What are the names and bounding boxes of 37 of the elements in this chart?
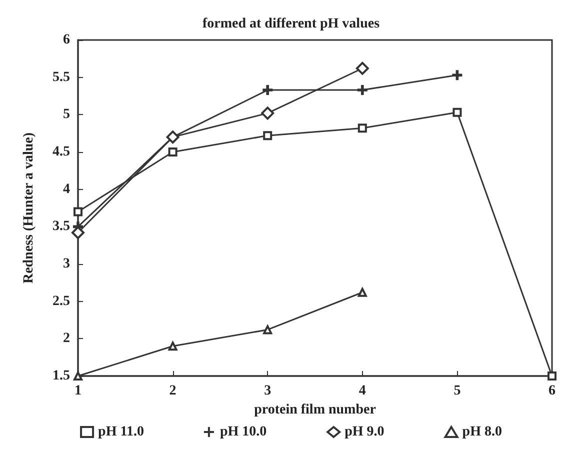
y-tick-label: 2.5 bbox=[52, 294, 70, 309]
x-tick-label: 1 bbox=[74, 384, 82, 398]
x-tick-label: 3 bbox=[264, 384, 272, 398]
y-tick-label: 2 bbox=[63, 331, 70, 346]
point bbox=[261, 106, 274, 120]
point bbox=[452, 70, 462, 80]
point bbox=[357, 85, 368, 96]
y-tick-label: 5.5 bbox=[52, 70, 70, 85]
point bbox=[168, 148, 178, 156]
x-tick-label: 2 bbox=[169, 384, 176, 398]
y-tick-label: 4.5 bbox=[52, 144, 70, 160]
legend-label: pH 11.0 bbox=[98, 424, 144, 440]
point bbox=[72, 226, 84, 240]
point bbox=[452, 108, 462, 117]
x-axis-title: protein film number bbox=[254, 402, 376, 418]
x-tick-label: 4 bbox=[358, 384, 366, 398]
legend-label: pH 10.0 bbox=[220, 424, 267, 440]
legend-label: pH 8.0 bbox=[462, 424, 502, 440]
x-tick-label: 6 bbox=[548, 384, 556, 398]
chart-title: formed at different pH values bbox=[202, 16, 380, 32]
y-axis-title: Redness (Hunter a value) bbox=[22, 132, 36, 284]
point bbox=[263, 325, 272, 334]
y-tick-label: 5 bbox=[63, 107, 70, 122]
y-tick-label: 1.5 bbox=[52, 368, 70, 384]
point bbox=[263, 131, 272, 140]
y-tick-label: 3.5 bbox=[52, 219, 70, 234]
point bbox=[358, 124, 367, 133]
y-tick-label: 4 bbox=[63, 182, 70, 197]
point bbox=[358, 288, 367, 297]
x-tick-label: 5 bbox=[454, 384, 461, 398]
point bbox=[74, 207, 82, 216]
y-tick-label: 6 bbox=[63, 32, 70, 48]
point bbox=[548, 372, 556, 380]
point bbox=[356, 62, 369, 75]
legend-label: pH 9.0 bbox=[344, 424, 384, 440]
y-tick-label: 3 bbox=[63, 256, 70, 272]
point bbox=[262, 85, 273, 96]
